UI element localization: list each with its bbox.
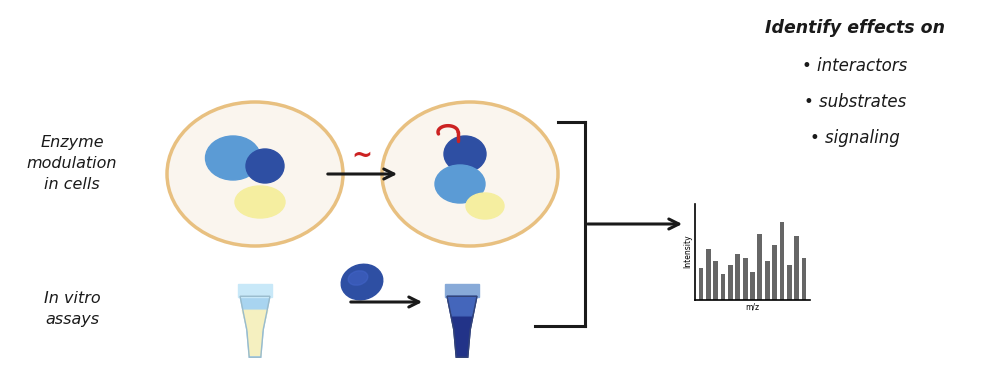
Ellipse shape <box>235 186 285 218</box>
Y-axis label: Intensity: Intensity <box>683 235 692 268</box>
Bar <box>780 222 784 300</box>
Text: Identify effects on: Identify effects on <box>765 19 945 37</box>
Ellipse shape <box>348 271 368 285</box>
Polygon shape <box>242 310 268 356</box>
Ellipse shape <box>246 149 284 183</box>
Ellipse shape <box>444 136 486 172</box>
X-axis label: m/z: m/z <box>745 302 760 311</box>
Polygon shape <box>240 296 270 357</box>
Bar <box>721 274 725 300</box>
Text: In vitro
assays: In vitro assays <box>44 291 100 327</box>
Ellipse shape <box>341 264 383 300</box>
Polygon shape <box>447 296 477 357</box>
Bar <box>750 272 755 300</box>
Text: • signaling: • signaling <box>810 129 900 147</box>
Text: • interactors: • interactors <box>802 57 908 75</box>
Text: Enzyme
modulation
in cells: Enzyme modulation in cells <box>27 136 117 192</box>
Ellipse shape <box>435 165 485 203</box>
Bar <box>699 268 703 300</box>
Bar <box>802 258 806 300</box>
Bar <box>706 249 711 300</box>
Polygon shape <box>445 284 479 297</box>
Ellipse shape <box>382 102 558 246</box>
Bar <box>743 258 748 300</box>
Bar <box>728 265 733 300</box>
Text: • substrates: • substrates <box>804 93 906 111</box>
Bar <box>765 261 770 300</box>
Ellipse shape <box>466 193 504 219</box>
Polygon shape <box>238 284 272 297</box>
Bar <box>757 234 762 300</box>
Bar <box>713 261 718 300</box>
Text: ~: ~ <box>352 144 372 168</box>
Ellipse shape <box>167 102 343 246</box>
Bar <box>787 265 792 300</box>
Bar <box>735 254 740 300</box>
Ellipse shape <box>206 136 260 180</box>
Bar <box>794 235 799 300</box>
Polygon shape <box>447 296 477 316</box>
Bar <box>772 245 777 300</box>
